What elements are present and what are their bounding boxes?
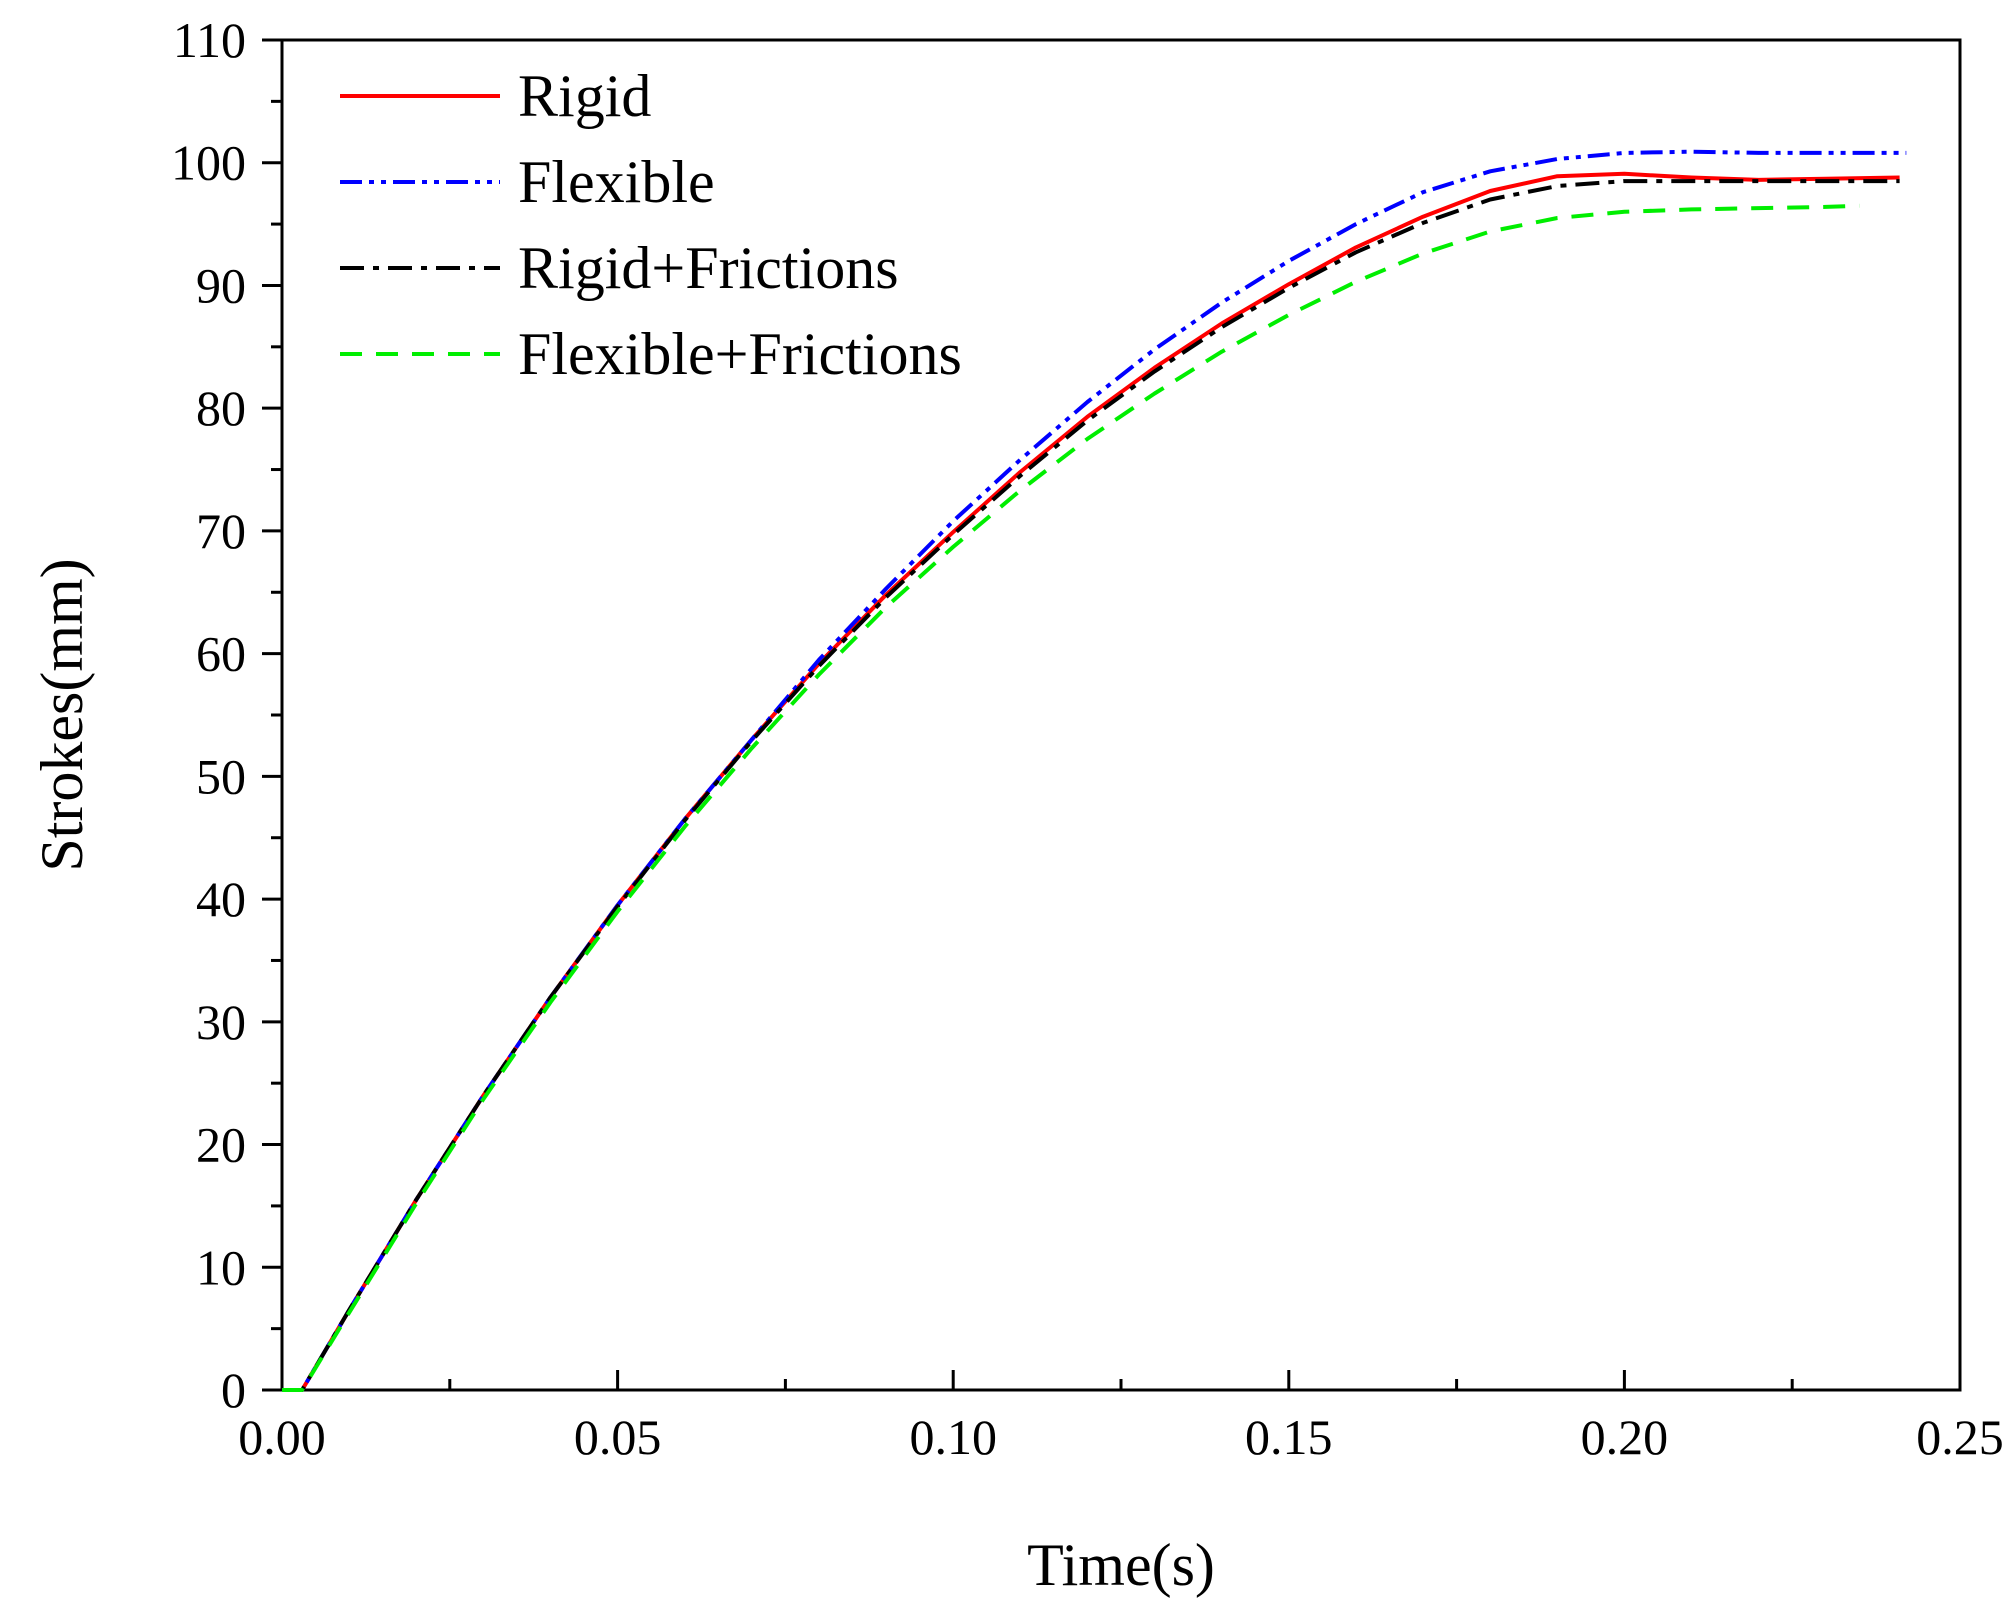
series-line-flexible-frictions (282, 203, 1860, 1392)
x-axis-title: Time(s) (1027, 1532, 1215, 1598)
legend-label: Rigid (518, 63, 651, 129)
axis-tick-labels: 0.00 0.05 0.10 0.15 0.20 0.25 0 10 20 30 40 50 60 70 8… (171, 12, 2004, 1465)
y-tick-label: 100 (171, 135, 246, 191)
legend: Rigid Flexible Rigid+Frictions Flexible+Fri… (340, 63, 962, 387)
y-tick-label: 70 (196, 503, 246, 559)
x-tick-label: 0.00 (238, 1409, 326, 1465)
series-lines (282, 149, 1907, 1392)
legend-label: Rigid+Frictions (518, 235, 899, 301)
x-tick-label: 0.05 (574, 1409, 662, 1465)
y-tick-label: 40 (196, 871, 246, 927)
series-line-rigid-frictions (282, 179, 1900, 1392)
axis-ticks (262, 38, 1962, 1392)
y-tick-label: 30 (196, 994, 246, 1050)
x-tick-label: 0.20 (1581, 1409, 1669, 1465)
y-tick-label: 90 (196, 257, 246, 313)
y-tick-label: 10 (196, 1239, 246, 1295)
y-tick-label: 60 (196, 626, 246, 682)
y-axis-title: Strokes(mm) (29, 558, 95, 871)
y-tick-label: 20 (196, 1117, 246, 1173)
x-tick-label: 0.25 (1916, 1409, 2004, 1465)
y-tick-label: 80 (196, 380, 246, 436)
y-tick-label: 110 (173, 12, 246, 68)
legend-label: Flexible (518, 149, 715, 215)
legend-label: Flexible+Frictions (518, 321, 962, 387)
x-tick-label: 0.10 (909, 1409, 997, 1465)
y-tick-label: 50 (196, 748, 246, 804)
x-tick-label: 0.15 (1245, 1409, 1333, 1465)
y-tick-label: 0 (221, 1362, 246, 1418)
